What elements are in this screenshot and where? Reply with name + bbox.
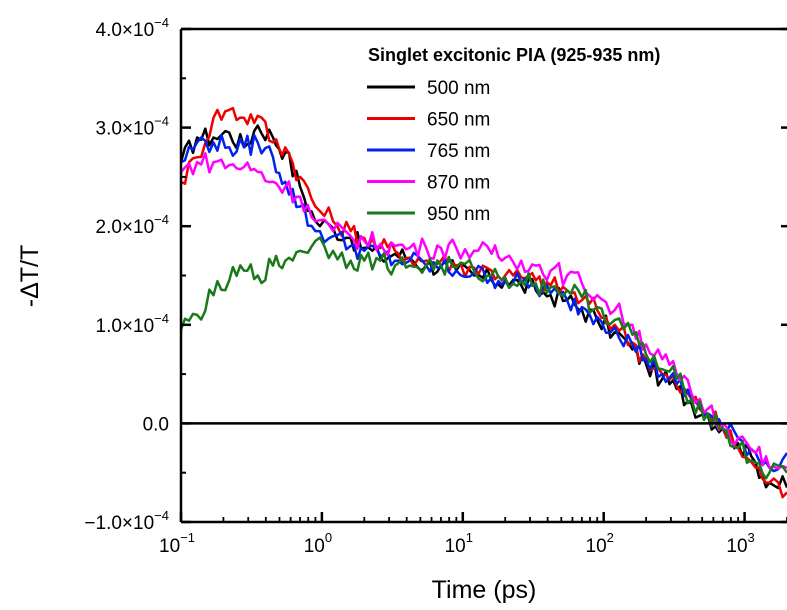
legend-title: Singlet excitonic PIA (925-935 nm) (368, 45, 660, 65)
series-line (180, 133, 787, 473)
y-tick-label: 1.0×10−4 (96, 311, 169, 337)
y-tick-label: −1.0×10−4 (84, 508, 169, 534)
legend-label: 765 nm (427, 141, 490, 162)
y-axis-title: -ΔT/T (16, 245, 44, 308)
legend-label: 500 nm (427, 78, 490, 99)
y-tick-label: 2.0×10−4 (96, 212, 169, 238)
legend-label: 650 nm (427, 110, 490, 131)
x-tick-label: 103 (726, 530, 754, 557)
x-tick-label: 100 (304, 530, 332, 557)
y-tick-label: 3.0×10−4 (96, 114, 169, 140)
series-layer (179, 106, 787, 499)
series-line (179, 236, 787, 480)
axes-layer: 4.0×10−4 3.0×10−4 2.0×10−4 1.0×10−4 0.0 −1.0×… (84, 15, 787, 557)
x-axis-title: Time (ps) (432, 576, 537, 604)
legend-label: 870 nm (427, 173, 490, 194)
series-line (180, 106, 787, 499)
y-tick-label: 4.0×10−4 (96, 15, 169, 41)
x-tick-label: 102 (586, 530, 614, 557)
legend-label: 950 nm (427, 204, 490, 225)
series-line (180, 152, 787, 470)
y-tick-label: 0.0 (143, 414, 169, 435)
x-tick-label: 101 (445, 530, 473, 557)
x-tick-label: 10−1 (159, 530, 195, 557)
legend: Singlet excitonic PIA (925-935 nm) 500 nm… (367, 45, 660, 225)
